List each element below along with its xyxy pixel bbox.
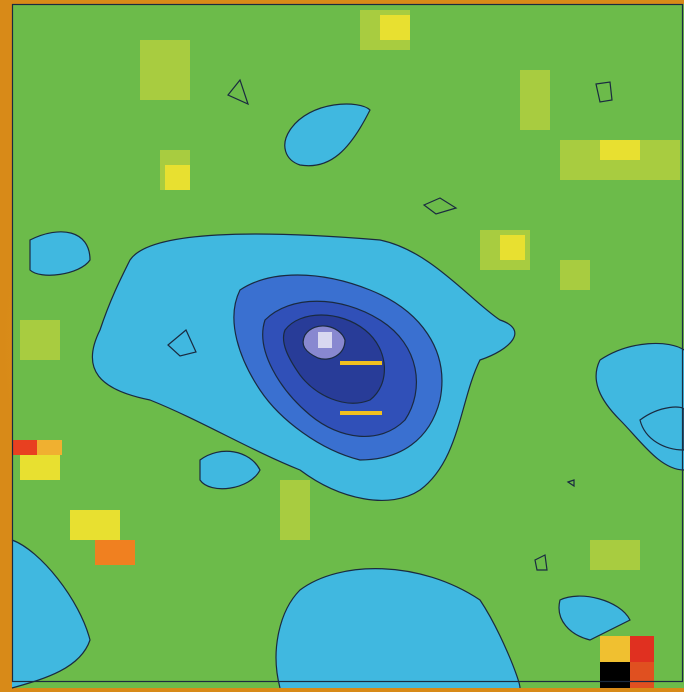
map-frame [11,3,684,683]
hot-spots [12,440,654,688]
yellow-patches [20,15,640,540]
markers [340,361,382,415]
core-center [318,332,332,348]
contours [11,78,684,689]
map-field [11,3,684,689]
